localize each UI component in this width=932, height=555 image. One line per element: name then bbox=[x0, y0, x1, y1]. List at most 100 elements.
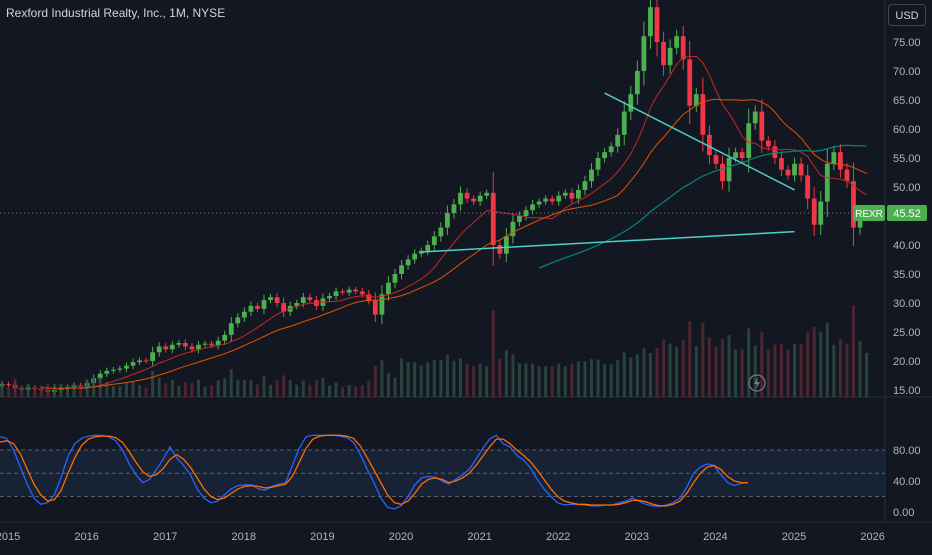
time-tick-label: 2021 bbox=[467, 531, 491, 543]
candle-body bbox=[549, 198, 555, 202]
volume-bar bbox=[544, 366, 548, 397]
candle-body bbox=[693, 94, 699, 106]
volume-bar bbox=[210, 385, 214, 397]
volume-bar bbox=[308, 384, 312, 397]
candle-body bbox=[739, 152, 745, 158]
volume-bar bbox=[622, 352, 626, 397]
volume-bar bbox=[26, 383, 30, 397]
candle-body bbox=[536, 201, 542, 205]
candle-body bbox=[490, 192, 496, 245]
volume-bar bbox=[20, 385, 24, 397]
volume-bar bbox=[491, 310, 495, 397]
price-tick-label: 70.00 bbox=[893, 66, 921, 78]
candle-body bbox=[418, 250, 424, 254]
candle-body bbox=[241, 311, 247, 318]
candle-body bbox=[327, 296, 332, 299]
candle-body bbox=[458, 192, 463, 205]
volume-bar bbox=[46, 383, 50, 397]
volume-bar bbox=[79, 385, 83, 397]
candle-body bbox=[497, 245, 503, 254]
candle-body bbox=[222, 334, 228, 341]
volume-bar bbox=[347, 384, 351, 397]
candle-body bbox=[215, 340, 221, 346]
time-tick-label: 2026 bbox=[860, 531, 884, 543]
volume-bar bbox=[177, 385, 181, 397]
volume-bar bbox=[478, 363, 482, 397]
price-tick-label: 55.00 bbox=[893, 153, 921, 165]
lightning-icon[interactable] bbox=[748, 374, 766, 392]
lightning-icon-bolt bbox=[754, 377, 760, 389]
candle-body bbox=[576, 189, 581, 199]
volume-bar bbox=[779, 344, 783, 397]
candle-body bbox=[235, 317, 241, 324]
candle-body bbox=[189, 346, 195, 350]
volume-bar bbox=[242, 379, 246, 397]
volume-bar bbox=[269, 384, 273, 397]
price-tick-label: 50.00 bbox=[893, 182, 921, 194]
volume-bar bbox=[511, 354, 515, 397]
candle-body bbox=[130, 362, 136, 366]
candle-body bbox=[477, 195, 483, 202]
candle-body bbox=[543, 198, 549, 202]
volume-bar bbox=[151, 370, 155, 397]
volume-bar bbox=[537, 366, 541, 397]
candle-body bbox=[431, 236, 437, 245]
volume-bar bbox=[170, 379, 174, 397]
candle-body bbox=[746, 123, 752, 158]
volume-bar bbox=[229, 369, 233, 397]
volume-bar bbox=[144, 387, 148, 397]
volume-bar bbox=[766, 349, 770, 397]
volume-bar bbox=[439, 359, 443, 397]
candle-body bbox=[700, 94, 706, 135]
currency-button[interactable]: USD bbox=[888, 4, 926, 26]
candle-body bbox=[687, 59, 693, 106]
candle-body bbox=[772, 146, 778, 158]
volume-bar bbox=[314, 380, 318, 397]
time-tick-label: 2019 bbox=[310, 531, 334, 543]
candle-body bbox=[844, 169, 850, 182]
time-tick-label: 2015 bbox=[0, 531, 20, 543]
candle-body bbox=[785, 169, 791, 176]
candle-body bbox=[713, 155, 719, 164]
volume-bar bbox=[7, 387, 11, 397]
price-tick-label: 20.00 bbox=[893, 356, 921, 368]
volume-bar bbox=[583, 361, 587, 397]
candle-body bbox=[294, 303, 300, 306]
candle-body bbox=[359, 291, 365, 295]
candle-body bbox=[628, 94, 634, 112]
volume-bar bbox=[373, 365, 377, 397]
candle-body bbox=[281, 303, 287, 312]
volume-bar bbox=[400, 358, 404, 397]
candle-body bbox=[386, 282, 391, 295]
volume-bar bbox=[603, 364, 607, 397]
volume-bar bbox=[550, 366, 554, 397]
volume-bar bbox=[662, 339, 666, 397]
volume-bar bbox=[648, 352, 652, 397]
candle-body bbox=[6, 384, 11, 386]
candle-body bbox=[399, 265, 404, 274]
moving-average-slow bbox=[538, 144, 867, 269]
volume-bar bbox=[465, 363, 469, 397]
volume-bar bbox=[655, 348, 659, 397]
candle-body bbox=[196, 344, 201, 350]
volume-group bbox=[0, 305, 869, 397]
volume-bar bbox=[616, 360, 620, 397]
candle-body bbox=[163, 346, 169, 350]
volume-bar bbox=[72, 384, 76, 397]
volume-bar bbox=[629, 357, 633, 397]
volume-bar bbox=[354, 386, 358, 397]
candle-body bbox=[792, 163, 797, 176]
volume-bar bbox=[386, 373, 390, 397]
candle-body bbox=[667, 47, 673, 66]
time-tick-label: 2020 bbox=[389, 531, 413, 543]
candle-body bbox=[124, 365, 129, 369]
volume-bar bbox=[459, 358, 462, 397]
candle-body bbox=[340, 291, 345, 293]
candle-body bbox=[634, 71, 640, 95]
candle-body bbox=[176, 343, 182, 345]
candle-body bbox=[674, 36, 680, 48]
candle-body bbox=[641, 36, 647, 71]
candle-body bbox=[831, 152, 837, 164]
